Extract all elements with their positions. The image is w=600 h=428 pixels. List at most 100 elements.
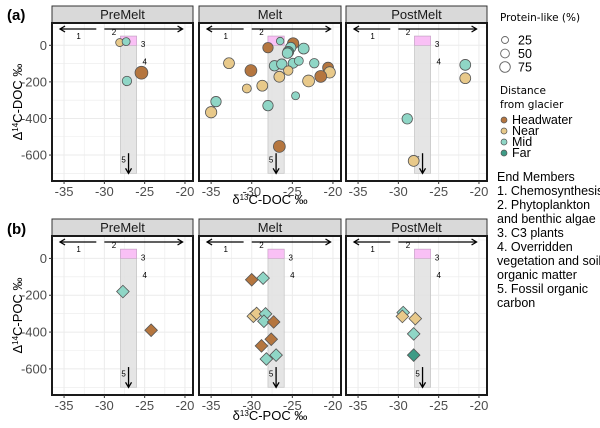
data-point-near bbox=[395, 309, 410, 324]
legend-distance-label: Far bbox=[512, 146, 531, 160]
data-point-near bbox=[302, 74, 315, 88]
facet-strip-label: PreMelt bbox=[100, 220, 145, 235]
data-point-mid bbox=[256, 271, 270, 285]
end-member-label-3: 3 bbox=[141, 253, 146, 262]
data-point-near bbox=[283, 65, 294, 76]
chart-row-b: (b) Δ14C-POC ‰ δ13C-POC ‰ PreMelt 1 2 3 4 5 -35 -3… bbox=[7, 218, 488, 423]
end-members-line: 1. Chemosynthesis bbox=[497, 184, 600, 198]
end-member-label-5: 5 bbox=[121, 155, 126, 164]
x-tick-label: -35 bbox=[55, 398, 74, 413]
arrow-fossil-head bbox=[272, 381, 280, 389]
end-member-box-c3 bbox=[414, 248, 431, 259]
legend-color-key bbox=[500, 127, 508, 135]
x-tick-label: -30 bbox=[242, 398, 261, 413]
arrow-fossil-head bbox=[418, 168, 427, 175]
end-member-label-2: 2 bbox=[259, 241, 264, 250]
end-member-box-c3 bbox=[414, 35, 431, 46]
arrow-phytoplankton-head bbox=[471, 238, 478, 246]
x-tick-label: -35 bbox=[202, 398, 221, 413]
data-point-mid bbox=[210, 96, 222, 108]
end-member-label-2: 2 bbox=[406, 28, 411, 37]
data-point-headwater bbox=[266, 315, 281, 329]
data-point-near bbox=[256, 79, 269, 92]
end-members-line: vegetation and soil bbox=[497, 254, 600, 268]
arrow-phytoplankton-head bbox=[325, 25, 332, 33]
data-point-mid bbox=[291, 91, 300, 101]
data-point-near bbox=[407, 155, 420, 167]
legend-size-key bbox=[500, 48, 510, 59]
end-members-line: 4. Overridden bbox=[497, 240, 573, 254]
x-tick-label: -25 bbox=[283, 398, 302, 413]
x-tick-label: -25 bbox=[429, 184, 448, 199]
data-point-near bbox=[241, 83, 252, 94]
legend-size-label: 25 bbox=[518, 34, 532, 48]
legend-distance-label: Mid bbox=[512, 135, 532, 149]
data-point-headwater bbox=[244, 272, 259, 287]
end-member-label-4: 4 bbox=[142, 271, 147, 280]
end-member-label-1: 1 bbox=[76, 245, 81, 254]
data-points bbox=[244, 271, 283, 366]
x-tick-label: -25 bbox=[135, 398, 154, 413]
data-point-mid bbox=[406, 327, 421, 341]
panel-border bbox=[345, 22, 488, 182]
y-tick-label: -200 bbox=[21, 288, 47, 303]
y-tick-label: 0 bbox=[40, 251, 47, 266]
end-member-label-5: 5 bbox=[121, 369, 126, 378]
end-member-box-c3 bbox=[120, 248, 137, 259]
y-tick-label: -400 bbox=[21, 325, 47, 340]
arrow-chemosynthesis-head bbox=[205, 238, 213, 246]
end-member-label-2: 2 bbox=[112, 28, 117, 37]
data-points bbox=[115, 37, 149, 87]
y-axis-title: Δ14C-POC ‰ bbox=[10, 277, 25, 353]
x-axis-title: δ13C-DOC ‰ bbox=[232, 192, 307, 207]
x-tick-label: -20 bbox=[324, 398, 343, 413]
end-member-band-5 bbox=[120, 248, 138, 388]
end-member-label-3: 3 bbox=[435, 253, 440, 262]
x-tick-label: -25 bbox=[429, 398, 448, 413]
data-point-headwater bbox=[264, 332, 279, 347]
legend-protein-title: Protein-like (%) bbox=[500, 12, 580, 24]
data-point-mid bbox=[257, 314, 271, 329]
data-points bbox=[116, 284, 158, 338]
data-point-near bbox=[205, 106, 218, 119]
data-point-mid bbox=[309, 58, 320, 69]
arrow-fossil-head bbox=[124, 168, 133, 175]
x-axis-title: δ13C-POC ‰ bbox=[233, 408, 308, 423]
chart-row-a: (a) Δ14C-DOC ‰ δ13C-DOC ‰ PreMelt 1 2 3 4 5 -35 -3… bbox=[7, 5, 489, 207]
end-member-label-2: 2 bbox=[112, 241, 117, 250]
y-tick-label: -600 bbox=[21, 361, 47, 376]
legend-distance-title-2: from glacier bbox=[500, 99, 564, 111]
x-tick-label: -30 bbox=[95, 398, 114, 413]
legend-size-label: 75 bbox=[518, 61, 532, 75]
x-tick-label: -30 bbox=[389, 184, 408, 199]
data-point-near bbox=[459, 72, 472, 85]
x-tick-label: -25 bbox=[283, 184, 302, 199]
arrow-chemosynthesis-head bbox=[205, 25, 213, 33]
data-point-headwater bbox=[314, 70, 328, 83]
x-tick-label: -20 bbox=[324, 184, 343, 199]
x-tick-label: -35 bbox=[349, 184, 368, 199]
end-members-line: 2. Phytoplankton bbox=[497, 198, 590, 212]
x-tick-label: -35 bbox=[349, 398, 368, 413]
facet-strip-label: PostMelt bbox=[391, 7, 442, 22]
end-member-label-1: 1 bbox=[370, 32, 375, 41]
x-tick-label: -20 bbox=[470, 184, 489, 199]
legend-color-key bbox=[500, 149, 508, 157]
legend-size-label: 50 bbox=[518, 47, 532, 61]
panel-tag: (a) bbox=[7, 7, 25, 24]
x-tick-label: -30 bbox=[389, 398, 408, 413]
data-point-headwater bbox=[254, 339, 269, 353]
data-point-headwater bbox=[244, 64, 258, 77]
y-tick-label: -400 bbox=[21, 111, 47, 126]
data-point-mid bbox=[121, 75, 133, 87]
data-point-headwater bbox=[273, 140, 286, 153]
end-member-label-4: 4 bbox=[436, 271, 441, 280]
legend-color-key bbox=[500, 116, 508, 124]
end-member-band-5 bbox=[414, 35, 432, 174]
end-member-label-2: 2 bbox=[406, 241, 411, 250]
end-members-line: and benthic algae bbox=[497, 212, 596, 226]
